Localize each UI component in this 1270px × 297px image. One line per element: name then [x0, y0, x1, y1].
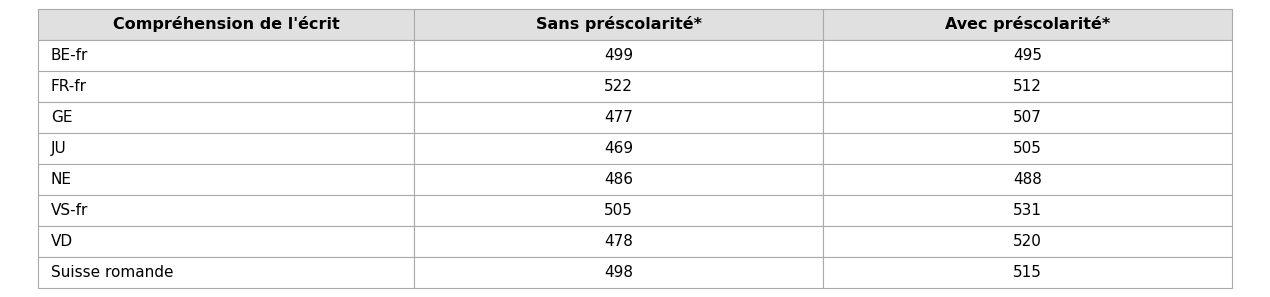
- Bar: [38, 257, 414, 288]
- Bar: [823, 40, 1232, 71]
- Text: 499: 499: [605, 48, 634, 63]
- Bar: [414, 257, 823, 288]
- Text: 520: 520: [1013, 234, 1041, 249]
- Text: Suisse romande: Suisse romande: [51, 265, 173, 280]
- Text: 512: 512: [1013, 79, 1041, 94]
- Text: NE: NE: [51, 172, 72, 187]
- Text: 469: 469: [605, 141, 634, 156]
- Bar: [38, 9, 414, 40]
- Bar: [38, 102, 414, 133]
- Bar: [414, 9, 823, 40]
- Bar: [414, 102, 823, 133]
- Text: Sans préscolarité*: Sans préscolarité*: [536, 16, 701, 32]
- Text: 486: 486: [605, 172, 632, 187]
- Bar: [414, 195, 823, 226]
- Bar: [414, 40, 823, 71]
- Bar: [823, 195, 1232, 226]
- Text: 505: 505: [605, 203, 632, 218]
- Bar: [38, 164, 414, 195]
- Text: 507: 507: [1013, 110, 1041, 125]
- Bar: [823, 257, 1232, 288]
- Bar: [414, 133, 823, 164]
- Text: JU: JU: [51, 141, 66, 156]
- Bar: [823, 226, 1232, 257]
- Text: FR-fr: FR-fr: [51, 79, 86, 94]
- Text: 531: 531: [1013, 203, 1041, 218]
- Bar: [38, 226, 414, 257]
- Text: 478: 478: [605, 234, 632, 249]
- Text: 495: 495: [1013, 48, 1041, 63]
- Bar: [414, 164, 823, 195]
- Text: 498: 498: [605, 265, 632, 280]
- Text: Compréhension de l'écrit: Compréhension de l'écrit: [113, 16, 339, 32]
- Text: VS-fr: VS-fr: [51, 203, 88, 218]
- Bar: [38, 71, 414, 102]
- Bar: [414, 226, 823, 257]
- Bar: [823, 133, 1232, 164]
- Bar: [38, 40, 414, 71]
- Text: Avec préscolarité*: Avec préscolarité*: [945, 16, 1110, 32]
- Bar: [823, 102, 1232, 133]
- Bar: [823, 71, 1232, 102]
- Bar: [38, 133, 414, 164]
- Text: BE-fr: BE-fr: [51, 48, 88, 63]
- Bar: [38, 195, 414, 226]
- Bar: [823, 164, 1232, 195]
- Text: 505: 505: [1013, 141, 1041, 156]
- Text: 522: 522: [605, 79, 632, 94]
- Text: 515: 515: [1013, 265, 1041, 280]
- Bar: [823, 9, 1232, 40]
- Text: 477: 477: [605, 110, 632, 125]
- Text: VD: VD: [51, 234, 72, 249]
- Bar: [414, 71, 823, 102]
- Text: GE: GE: [51, 110, 72, 125]
- Text: 488: 488: [1013, 172, 1041, 187]
